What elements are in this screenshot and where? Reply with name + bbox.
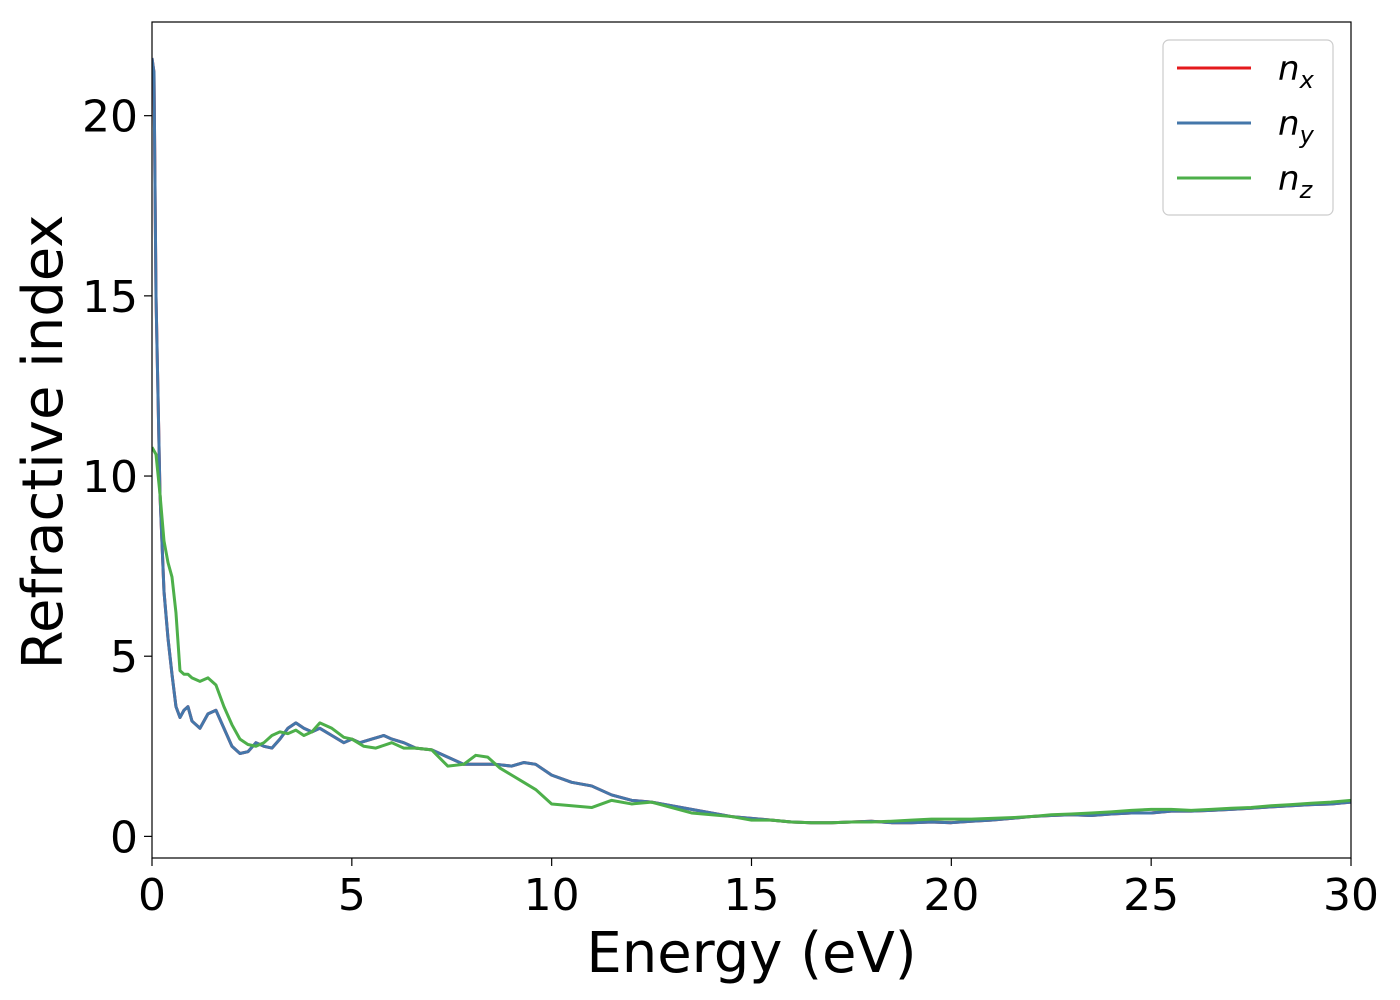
x-tick-label: 15 xyxy=(724,870,780,921)
x-axis-ticks: 0 5 10 15 20 25 30 xyxy=(138,858,1379,921)
x-tick-label: 20 xyxy=(923,870,979,921)
x-tick-label: 5 xyxy=(338,870,366,921)
x-tick-label: 10 xyxy=(524,870,580,921)
y-tick-label: 5 xyxy=(110,632,138,683)
x-tick-label: 0 xyxy=(138,870,166,921)
legend: nx ny nz xyxy=(1162,39,1334,216)
y-tick-label: 15 xyxy=(82,272,138,323)
series-line-nz xyxy=(152,446,1351,825)
x-tick-label: 25 xyxy=(1123,870,1179,921)
x-tick-label: 30 xyxy=(1323,870,1379,921)
legend-label-ny: ny xyxy=(1278,104,1315,149)
legend-box xyxy=(1162,39,1334,216)
y-tick-label: 20 xyxy=(82,92,138,143)
legend-label-nx: nx xyxy=(1278,49,1315,94)
y-axis-ticks: 0 5 10 15 20 xyxy=(82,92,152,863)
series-layer xyxy=(152,57,1351,825)
plot-area xyxy=(151,21,1352,859)
y-axis-title: Refractive index xyxy=(11,215,76,670)
x-axis-title: Energy (eV) xyxy=(586,921,916,986)
y-tick-label: 0 xyxy=(110,812,138,863)
legend-label-nz: nz xyxy=(1278,159,1314,204)
y-tick-label: 10 xyxy=(82,452,138,503)
